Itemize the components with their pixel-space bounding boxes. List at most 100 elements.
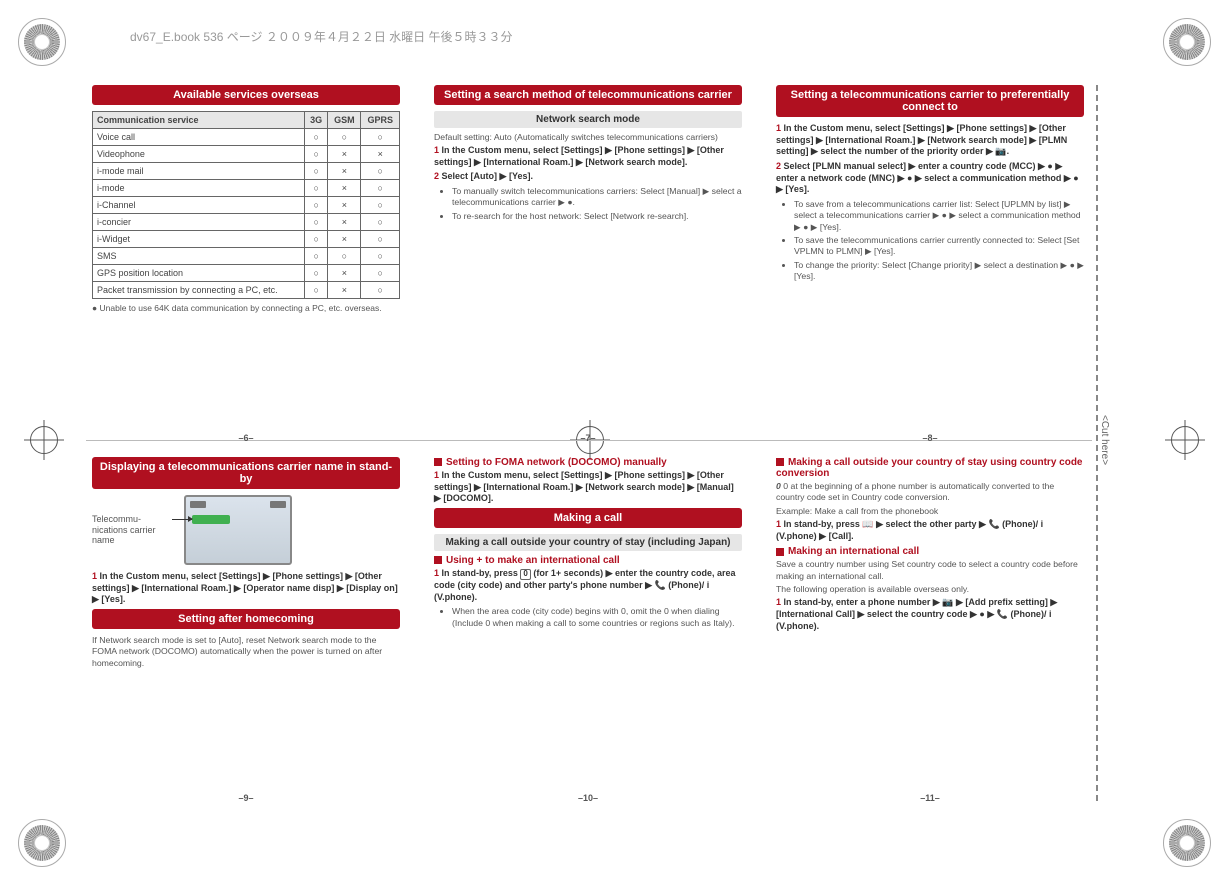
col-3g: 3G [304, 112, 327, 129]
panel-8: Setting a telecommunications carrier to … [772, 85, 1088, 443]
support-cell: ○ [361, 163, 400, 180]
bullet: To change the priority: Select [Change p… [794, 260, 1084, 283]
registration-corner [1163, 819, 1211, 867]
sub-call-outside: Making a call outside your country of st… [434, 534, 742, 551]
banner-preferential-carrier: Setting a telecommunications carrier to … [776, 85, 1084, 117]
support-cell: ○ [361, 197, 400, 214]
bullet: To save from a telecommunications carrie… [794, 199, 1084, 233]
step-1: 1 In the Custom menu, select [Settings] … [776, 123, 1084, 158]
step-1: 1 In stand-by, press 📖 ▶ select the othe… [776, 519, 1084, 542]
registration-corner [1163, 18, 1211, 66]
step-1-text: In the Custom menu, select [Settings] ▶ … [92, 571, 398, 604]
service-name-cell: SMS [93, 248, 305, 265]
support-cell: ○ [304, 214, 327, 231]
support-cell: × [328, 282, 361, 299]
page-number: –8– [772, 433, 1088, 443]
col-gsm: GSM [328, 112, 361, 129]
support-cell: × [328, 146, 361, 163]
step-2-text: In stand-by, enter a phone number ▶ 📷 ▶ … [776, 597, 1057, 630]
service-name-cell: i-Widget [93, 231, 305, 248]
step-2-text: Select [PLMN manual select] ▶ enter a co… [776, 161, 1079, 194]
col-service: Communication service [93, 112, 305, 129]
table-row: GPS position location○×○ [93, 265, 400, 282]
banner-display-carrier: Displaying a telecommunications carrier … [92, 457, 400, 489]
support-cell: × [328, 231, 361, 248]
page-number: –6– [88, 433, 404, 443]
banner-making-call: Making a call [434, 508, 742, 528]
support-cell: ○ [328, 129, 361, 146]
table-row: i-Channel○×○ [93, 197, 400, 214]
bullet: When the area code (city code) begins wi… [452, 606, 742, 629]
table-note: ● Unable to use 64K data communication b… [92, 303, 400, 313]
step-1: 1 In the Custom menu, select [Settings] … [434, 145, 742, 168]
screenshot-label: Telecommu-nications carrier name [92, 514, 176, 546]
service-name-cell: i-Channel [93, 197, 305, 214]
step-1: 1 In the Custom menu, select [Settings] … [434, 470, 742, 505]
page-number: –7– [430, 433, 746, 443]
step-2: 2 Select [PLMN manual select] ▶ enter a … [776, 161, 1084, 196]
support-cell: ○ [304, 231, 327, 248]
cross-mark-icon [24, 420, 64, 460]
panel-9: Displaying a telecommunications carrier … [88, 443, 404, 803]
subhead-country-conversion: Making a call outside your country of st… [776, 457, 1084, 479]
panel-7: Setting a search method of telecommunica… [430, 85, 746, 443]
bullet: To manually switch telecommunications ca… [452, 186, 742, 209]
services-table: Communication service 3G GSM GPRS Voice … [92, 111, 400, 299]
page-number: –10– [430, 793, 746, 803]
service-name-cell: Voice call [93, 129, 305, 146]
banner-search-method: Setting a search method of telecommunica… [434, 85, 742, 105]
cross-mark-icon [1165, 420, 1205, 460]
support-cell: ○ [361, 282, 400, 299]
support-cell: ○ [304, 129, 327, 146]
support-cell: × [328, 163, 361, 180]
bullet: To re-search for the host network: Selec… [452, 211, 742, 222]
key-zero-icon: 0 [520, 569, 530, 580]
support-cell: × [361, 146, 400, 163]
step-1-text: In stand-by, press 📖 ▶ select the other … [776, 519, 1043, 541]
page-header: dv67_E.book 536 ページ ２００９年４月２２日 水曜日 午後５時３… [130, 28, 513, 45]
support-cell: ○ [361, 129, 400, 146]
step-2: 2 Select [Auto] ▶ [Yes]. [434, 171, 742, 183]
support-cell: ○ [304, 197, 327, 214]
step-1: 1 In the Custom menu, select [Settings] … [92, 571, 400, 606]
support-cell: ○ [328, 248, 361, 265]
table-row: Voice call○○○ [93, 129, 400, 146]
after-homecoming-text: If Network search mode is set to [Auto],… [92, 635, 400, 669]
page-number: –11– [772, 793, 1088, 803]
panel-11: Making a call outside your country of st… [772, 443, 1088, 803]
service-name-cell: i-mode [93, 180, 305, 197]
service-name-cell: GPS position location [93, 265, 305, 282]
support-cell: ○ [304, 163, 327, 180]
col-gprs: GPRS [361, 112, 400, 129]
support-cell: × [328, 265, 361, 282]
service-name-cell: Videophone [93, 146, 305, 163]
step-1-text: In the Custom menu, select [Settings] ▶ … [434, 470, 734, 503]
support-cell: ○ [361, 265, 400, 282]
intro-text: 0 0 at the beginning of a phone number i… [776, 481, 1084, 504]
step-2: 1 In stand-by, enter a phone number ▶ 📷 … [776, 597, 1084, 632]
service-name-cell: Packet transmission by connecting a PC, … [93, 282, 305, 299]
subhead-foma-manual: Setting to FOMA network (DOCOMO) manuall… [434, 457, 742, 468]
service-name-cell: i-concier [93, 214, 305, 231]
table-row: i-mode○×○ [93, 180, 400, 197]
support-cell: ○ [304, 146, 327, 163]
default-setting-text: Default setting: Auto (Automatically swi… [434, 132, 742, 143]
page-number: –9– [88, 793, 404, 803]
registration-corner [18, 18, 66, 66]
support-cell: ○ [361, 231, 400, 248]
sub-network-search-mode: Network search mode [434, 111, 742, 128]
table-row: i-concier○×○ [93, 214, 400, 231]
table-row: Packet transmission by connecting a PC, … [93, 282, 400, 299]
step-1-text: In the Custom menu, select [Settings] ▶ … [776, 123, 1067, 156]
banner-available-services: Available services overseas [92, 85, 400, 105]
step-1-text: In the Custom menu, select [Settings] ▶ … [434, 145, 724, 167]
support-cell: ○ [361, 214, 400, 231]
table-row: Videophone○×× [93, 146, 400, 163]
panel-6: Available services overseas Communicatio… [88, 85, 404, 443]
support-cell: ○ [361, 248, 400, 265]
table-row: i-Widget○×○ [93, 231, 400, 248]
standby-screenshot [184, 495, 292, 565]
registration-corner [18, 819, 66, 867]
support-cell: × [328, 214, 361, 231]
support-cell: × [328, 180, 361, 197]
